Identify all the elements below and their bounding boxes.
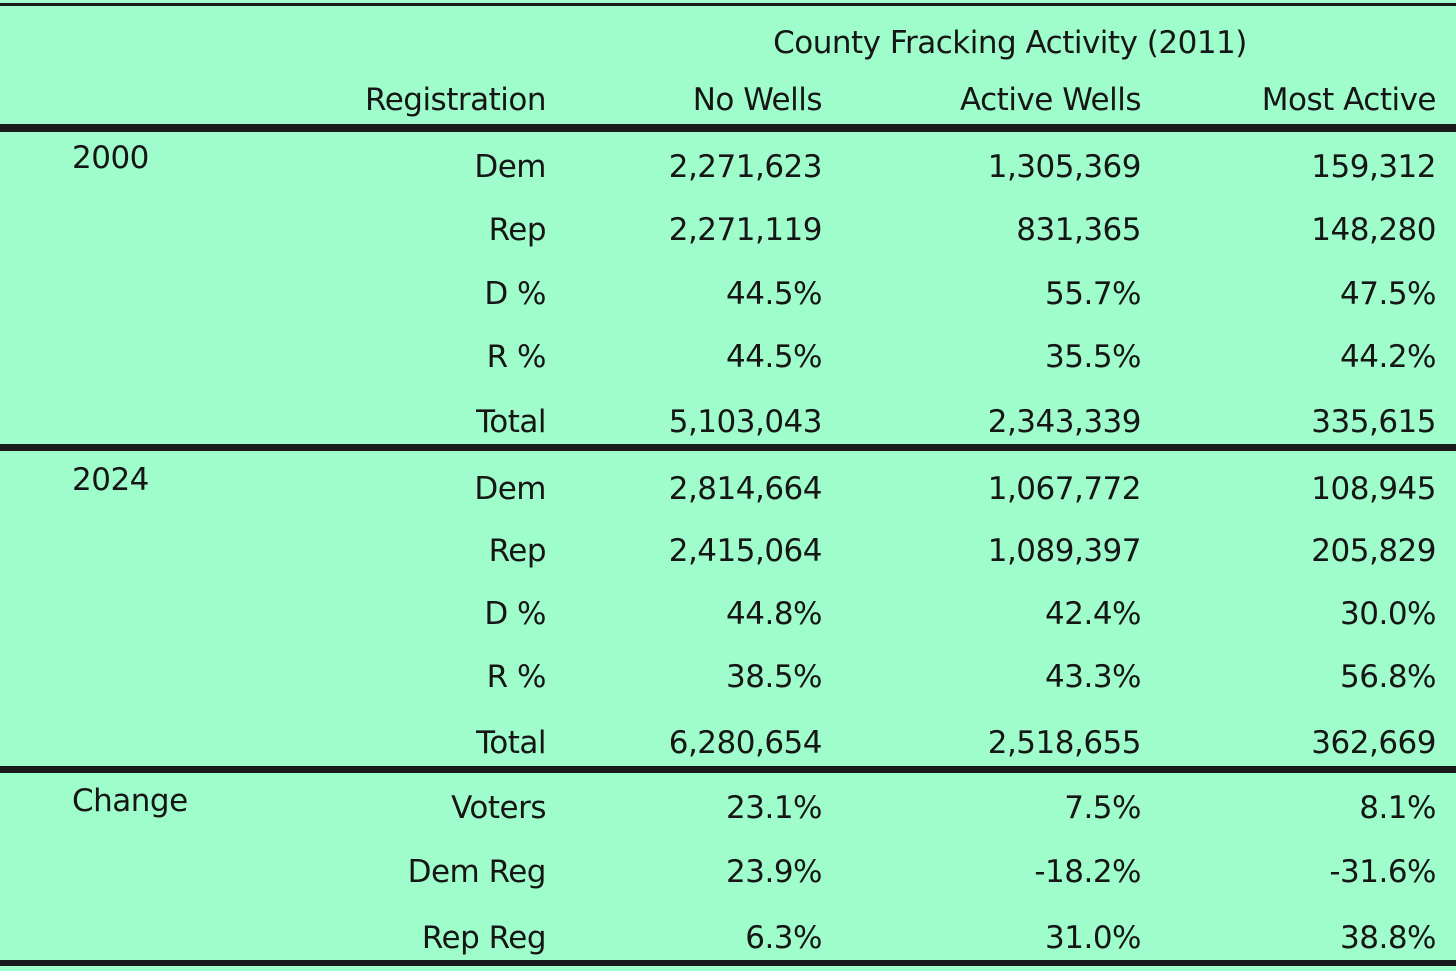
table-cell: 44.2% [1340, 339, 1436, 375]
header-most-active: Most Active [1261, 82, 1437, 118]
table-cell: 108,945 [1311, 471, 1436, 507]
table-cell: 44.5% [726, 339, 822, 375]
group-label: Change [72, 783, 188, 819]
table-cell: 55.7% [1045, 276, 1141, 312]
row-label: Total [476, 404, 546, 440]
table-cell: 1,305,369 [987, 149, 1142, 185]
table-cell: 31.0% [1045, 920, 1141, 956]
table-cell: 159,312 [1311, 149, 1436, 185]
rule-3 [0, 960, 1456, 966]
header-no-wells: No Wells [692, 82, 823, 118]
table-cell: 5,103,043 [668, 404, 823, 440]
row-label: Rep [488, 533, 547, 569]
table-cell: 2,814,664 [668, 471, 823, 507]
table-cell: 2,271,119 [668, 212, 823, 248]
table-cell: 148,280 [1311, 212, 1436, 248]
table-cell: 205,829 [1311, 533, 1436, 569]
table-cell: 44.5% [726, 276, 822, 312]
top-rule [0, 3, 1456, 6]
row-label: D % [484, 276, 546, 312]
table-cell: 8.1% [1359, 790, 1436, 826]
table-cell: 38.5% [726, 659, 822, 695]
table-cell: 47.5% [1340, 276, 1436, 312]
row-label: Dem Reg [407, 854, 547, 890]
table-cell: -31.6% [1329, 854, 1436, 890]
table-cell: 335,615 [1311, 404, 1436, 440]
row-label: Total [476, 725, 546, 761]
table-cell: 23.1% [726, 790, 822, 826]
table-cell: 6,280,654 [668, 725, 823, 761]
group-label: 2000 [72, 140, 149, 176]
table-cell: 42.4% [1045, 596, 1141, 632]
row-label: Dem [474, 149, 546, 185]
group-label: 2024 [72, 462, 149, 498]
rule-0 [0, 124, 1456, 132]
table-cell: 43.3% [1045, 659, 1141, 695]
table-cell: 2,343,339 [987, 404, 1142, 440]
table-cell: 35.5% [1045, 339, 1141, 375]
table-cell: 6.3% [745, 920, 822, 956]
table-cell: 2,271,623 [668, 149, 823, 185]
table-supertitle: County Fracking Activity (2011) [773, 25, 1247, 61]
table-cell: -18.2% [1034, 854, 1141, 890]
row-label: Dem [474, 471, 546, 507]
row-label: Rep Reg [421, 920, 547, 956]
table-cell: 38.8% [1340, 920, 1436, 956]
header-active-wells: Active Wells [959, 82, 1142, 118]
table-cell: 2,415,064 [668, 533, 823, 569]
table-cell: 1,089,397 [987, 533, 1142, 569]
table-cell: 2,518,655 [987, 725, 1142, 761]
table-cell: 831,365 [1016, 212, 1141, 248]
rule-1 [0, 444, 1456, 451]
header-registration: Registration [365, 82, 546, 118]
table-cell: 362,669 [1311, 725, 1436, 761]
row-label: Rep [488, 212, 547, 248]
row-label: Voters [451, 790, 546, 826]
table-cell: 56.8% [1340, 659, 1436, 695]
table-cell: 30.0% [1340, 596, 1436, 632]
row-label: D % [484, 596, 546, 632]
row-label: R % [486, 339, 547, 375]
table-cell: 1,067,772 [987, 471, 1142, 507]
table-cell: 23.9% [726, 854, 822, 890]
rule-2 [0, 766, 1456, 773]
row-label: R % [486, 659, 547, 695]
table-cell: 44.8% [726, 596, 822, 632]
table-cell: 7.5% [1064, 790, 1141, 826]
